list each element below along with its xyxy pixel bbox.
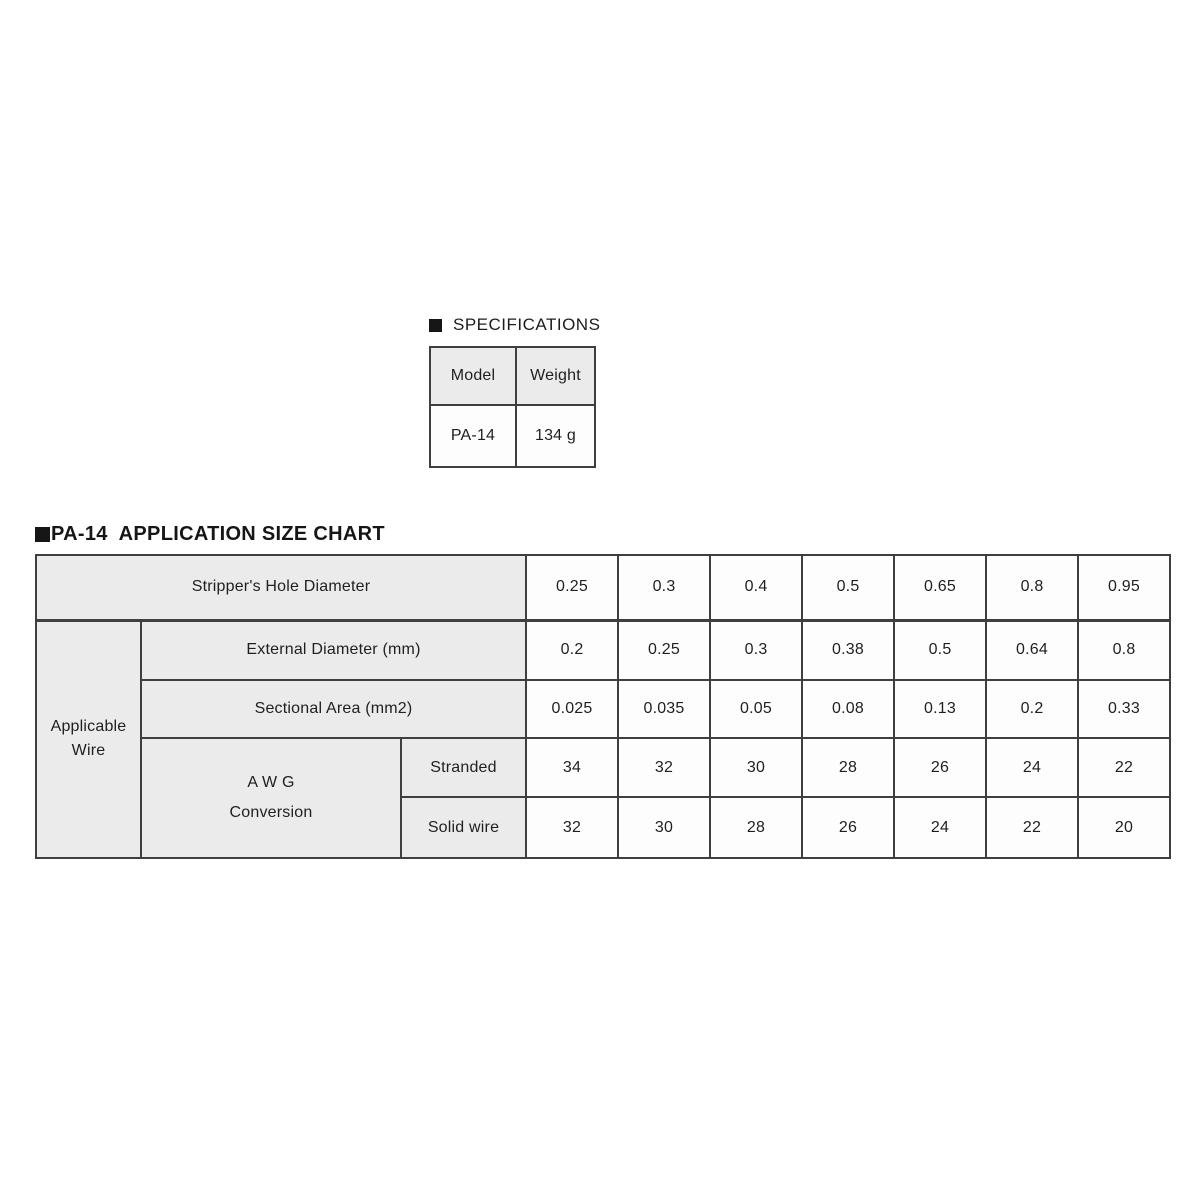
hole-diameter-value: 0.25: [525, 554, 619, 622]
external-diameter-value: 0.38: [801, 619, 895, 681]
hole-diameter-value: 0.95: [1077, 554, 1171, 622]
sectional-area-value: 0.13: [893, 679, 987, 739]
specs-value-row: PA-14 134 g: [429, 404, 596, 468]
hole-diameter-value: 0.3: [617, 554, 711, 622]
sectional-area-value: 0.33: [1077, 679, 1171, 739]
stranded-value: 22: [1077, 737, 1171, 798]
hole-diameter-value: 0.4: [709, 554, 803, 622]
specifications-table: Model Weight PA-14 134 g: [429, 346, 596, 468]
awg-conversion-label: A W G Conversion: [140, 737, 402, 859]
solid-wire-value: 22: [985, 796, 1079, 859]
size-chart-title-text: PA-14 APPLICATION SIZE CHART: [51, 523, 385, 545]
stranded-label: Stranded: [400, 737, 527, 798]
external-diameter-value: 0.64: [985, 619, 1079, 681]
stranded-value: 26: [893, 737, 987, 798]
specs-model-value: PA-14: [429, 404, 517, 468]
stranded-value: 24: [985, 737, 1079, 798]
awg-conversion-line2: Conversion: [229, 804, 313, 821]
stranded-value: 32: [617, 737, 711, 798]
sectional-area-value: 0.08: [801, 679, 895, 739]
external-diameter-value: 0.3: [709, 619, 803, 681]
hole-diameter-value: 0.65: [893, 554, 987, 622]
applicable-wire-label: Applicable Wire: [35, 619, 142, 859]
hole-diameter-label: Stripper's Hole Diameter: [35, 554, 527, 622]
hole-diameter-value: 0.5: [801, 554, 895, 622]
specifications-title: SPECIFICATIONS: [429, 315, 600, 335]
application-size-table: Stripper's Hole Diameter 0.25 0.3 0.4 0.…: [35, 554, 1171, 859]
solid-wire-value: 26: [801, 796, 895, 859]
external-diameter-value: 0.5: [893, 619, 987, 681]
external-diameter-value: 0.8: [1077, 619, 1171, 681]
size-chart-section: PA-14 APPLICATION SIZE CHART Stripper's …: [35, 523, 1171, 859]
external-diameter-value: 0.25: [617, 619, 711, 681]
size-chart-title: PA-14 APPLICATION SIZE CHART: [35, 523, 1171, 546]
solid-wire-value: 32: [525, 796, 619, 859]
awg-conversion-line1: A W G: [247, 774, 295, 791]
black-square-icon: [35, 527, 50, 542]
sectional-area-value: 0.035: [617, 679, 711, 739]
specifications-section: SPECIFICATIONS Model Weight PA-14 134 g: [429, 315, 600, 468]
sectional-area-value: 0.05: [709, 679, 803, 739]
specs-header-model: Model: [429, 346, 517, 406]
solid-wire-value: 30: [617, 796, 711, 859]
hole-diameter-row: Stripper's Hole Diameter 0.25 0.3 0.4 0.…: [35, 554, 1171, 622]
specifications-title-text: SPECIFICATIONS: [453, 315, 601, 334]
solid-wire-value: 24: [893, 796, 987, 859]
black-square-icon: [429, 318, 442, 332]
stranded-value: 34: [525, 737, 619, 798]
sectional-area-value: 0.025: [525, 679, 619, 739]
sectional-area-row: Sectional Area (mm2) 0.025 0.035 0.05 0.…: [36, 679, 1171, 739]
awg-solid-wire-row: Solid wire 32 30 28 26 24 22 20: [36, 796, 1171, 859]
solid-wire-value: 20: [1077, 796, 1171, 859]
stranded-value: 30: [709, 737, 803, 798]
external-diameter-value: 0.2: [525, 619, 619, 681]
sectional-area-label: Sectional Area (mm2): [140, 679, 527, 739]
specs-header-weight: Weight: [515, 346, 596, 406]
external-diameter-row: Applicable Wire External Diameter (mm) 0…: [35, 619, 1171, 859]
specs-weight-value: 134 g: [515, 404, 596, 468]
hole-diameter-value: 0.8: [985, 554, 1079, 622]
stranded-value: 28: [801, 737, 895, 798]
awg-stranded-row: A W G Conversion Stranded 34 32 30 28 26…: [36, 737, 1171, 859]
specs-header-row: Model Weight: [429, 346, 596, 406]
external-diameter-label: External Diameter (mm): [140, 619, 527, 681]
sectional-area-value: 0.2: [985, 679, 1079, 739]
solid-wire-value: 28: [709, 796, 803, 859]
solid-wire-label: Solid wire: [400, 796, 527, 859]
